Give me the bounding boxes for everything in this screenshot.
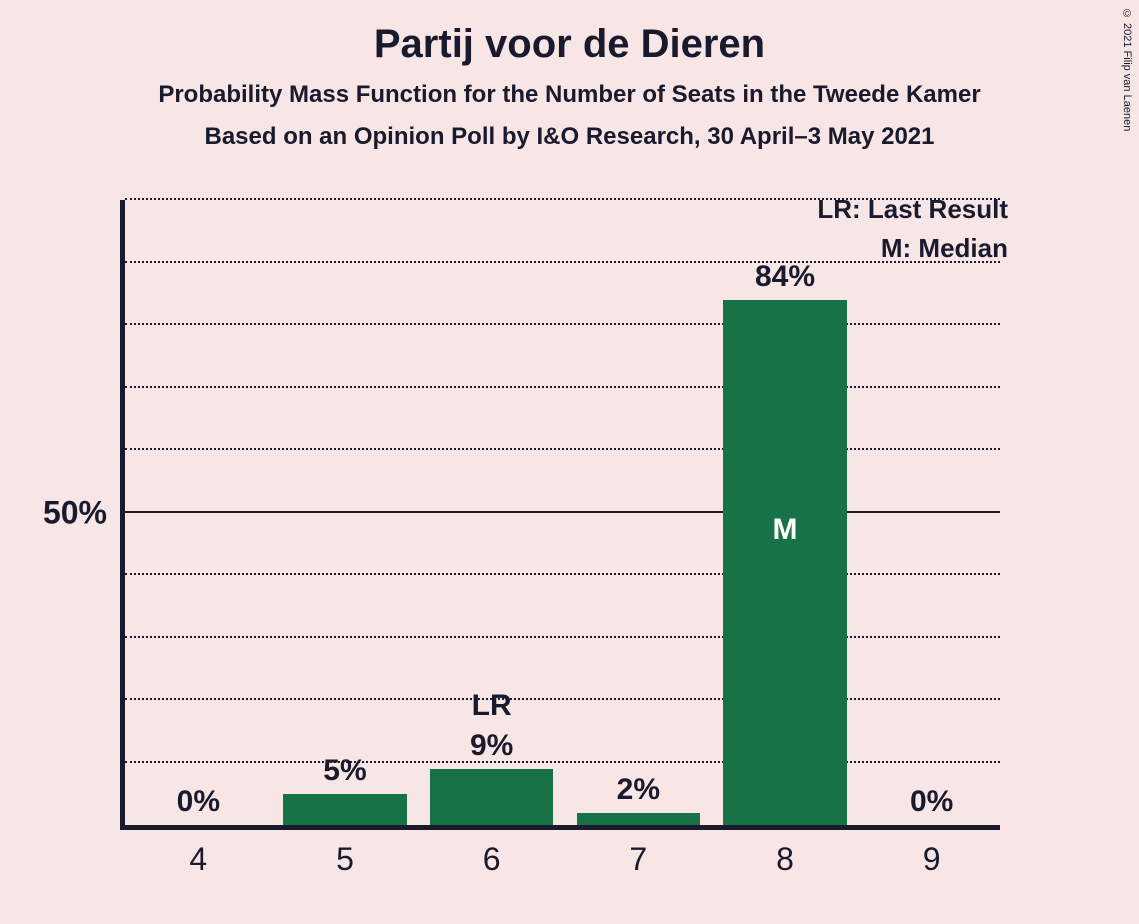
x-axis-label-5: 5: [272, 825, 419, 878]
bar-marker-m: M: [712, 513, 859, 547]
legend: LR: Last Result M: Median: [817, 194, 1008, 272]
bar-slot-7: 2%7: [565, 200, 712, 825]
bar-value-label-9: 0%: [858, 785, 1005, 819]
bar-value-label-5: 5%: [272, 754, 419, 788]
bar-value-label-4: 0%: [125, 785, 272, 819]
bar-8: [723, 300, 846, 825]
bar-tag-lr: LR: [418, 689, 565, 723]
bar-slot-5: 5%5: [272, 200, 419, 825]
bar-slot-9: 0%9: [858, 200, 1005, 825]
chart-title: Partij voor de Dieren: [0, 0, 1139, 67]
x-axis-label-9: 9: [858, 825, 1005, 878]
bar-value-label-7: 2%: [565, 773, 712, 807]
bar-slot-8: 84%M8: [712, 200, 859, 825]
legend-lr: LR: Last Result: [817, 194, 1008, 233]
y-axis-label-50: 50%: [43, 494, 125, 531]
x-axis-label-6: 6: [418, 825, 565, 878]
x-axis-label-4: 4: [125, 825, 272, 878]
x-axis-label-8: 8: [712, 825, 859, 878]
chart-subtitle-1: Probability Mass Function for the Number…: [0, 67, 1139, 109]
copyright-text: © 2021 Filip van Laenen: [1121, 8, 1133, 131]
bar-value-label-6: 9%: [418, 729, 565, 763]
bars-container: 0%45%59%LR62%784%M80%9: [125, 200, 1000, 825]
bar-slot-4: 0%4: [125, 200, 272, 825]
x-axis-label-7: 7: [565, 825, 712, 878]
bar-5: [283, 794, 406, 825]
bar-7: [577, 813, 700, 826]
bar-6: [430, 769, 553, 825]
chart-plot-area: 50% 0%45%59%LR62%784%M80%9 LR: Last Resu…: [120, 200, 1000, 830]
chart-subtitle-2: Based on an Opinion Poll by I&O Research…: [0, 109, 1139, 151]
legend-m: M: Median: [817, 233, 1008, 272]
bar-slot-6: 9%LR6: [418, 200, 565, 825]
